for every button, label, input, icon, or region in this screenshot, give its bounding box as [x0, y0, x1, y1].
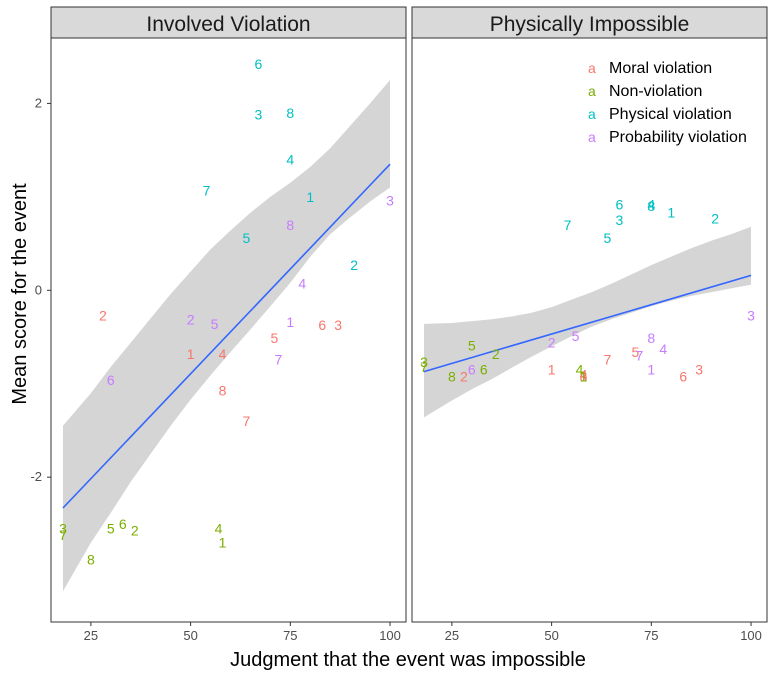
data-point-label: 6	[119, 516, 127, 532]
regression-line	[62, 163, 391, 509]
facet-strip	[411, 6, 768, 39]
data-point-label: 5	[107, 521, 115, 537]
data-point-label: 4	[286, 151, 294, 167]
data-point-label: 7	[604, 351, 612, 367]
data-point-label: 7	[203, 182, 211, 198]
data-point-label: 4	[298, 276, 306, 292]
panel-border	[50, 37, 407, 623]
data-point-label: 7	[564, 217, 572, 233]
data-point-label: 8	[580, 368, 588, 384]
data-point-label: 2	[99, 308, 107, 324]
legend-key: a	[588, 129, 596, 145]
data-point-label: 6	[318, 317, 326, 333]
data-point-label: 6	[480, 362, 488, 378]
data-point-label: 3	[420, 354, 428, 370]
data-point-label: 2	[492, 346, 500, 362]
data-point-label: 7	[243, 413, 251, 429]
data-point-label: 5	[468, 337, 476, 353]
facet-title: Physically Impossible	[490, 13, 690, 36]
data-point-label: 8	[286, 217, 294, 233]
data-point-label: 6	[616, 196, 624, 212]
x-tick-label: 25	[84, 628, 98, 643]
x-tick-label: 75	[283, 628, 297, 643]
legend-key: a	[588, 106, 596, 122]
data-point-label: 1	[187, 346, 195, 362]
data-point-label: 8	[87, 551, 95, 567]
data-point-label: 5	[270, 330, 278, 346]
data-point-label: 3	[334, 317, 342, 333]
data-point-label: 8	[448, 368, 456, 384]
data-point-label: 5	[211, 316, 219, 332]
data-point-label: 4	[215, 521, 223, 537]
data-point-label: 1	[219, 535, 227, 551]
data-point-label: 5	[572, 328, 580, 344]
legend-label: Probability violation	[609, 129, 747, 146]
x-tick-label: 100	[379, 628, 401, 643]
data-point-label: 5	[604, 230, 612, 246]
y-tick-label: -2	[30, 469, 42, 484]
y-tick-label: 0	[35, 282, 42, 297]
data-point-label: 7	[420, 359, 428, 375]
legend-key: a	[588, 60, 596, 76]
data-point-label: 6	[255, 56, 263, 72]
data-point-label: 8	[647, 198, 655, 214]
data-point-label: 6	[468, 362, 476, 378]
data-point-label: 6	[107, 372, 115, 388]
data-point-label: 5	[631, 344, 639, 360]
legend-label: Moral violation	[609, 60, 712, 77]
data-point-label: 3	[747, 308, 755, 324]
data-point-label: 4	[580, 366, 588, 382]
facet-title: Involved Violation	[146, 13, 310, 36]
data-point-label: 3	[695, 362, 703, 378]
data-point-label: 7	[59, 527, 67, 543]
data-point-label: 4	[659, 341, 667, 357]
legend-key: a	[588, 83, 596, 99]
x-axis-title: Judgment that the event was impossible	[230, 649, 586, 671]
data-point-label: 4	[576, 362, 584, 378]
data-point-label: 1	[667, 205, 675, 221]
data-point-label: 8	[286, 105, 294, 121]
panel-border	[411, 37, 768, 623]
data-point-label: 3	[59, 521, 67, 537]
data-point-label: 2	[711, 210, 719, 226]
data-point-label: 1	[548, 362, 556, 378]
data-point-label: 3	[386, 193, 394, 209]
data-point-label: 4	[647, 196, 655, 212]
y-axis-title: Mean score for the event	[9, 183, 31, 405]
data-point-label: 2	[460, 368, 468, 384]
data-point-label: 1	[286, 314, 294, 330]
x-tick-label: 75	[644, 628, 658, 643]
data-point-label: 2	[187, 311, 195, 327]
x-tick-label: 25	[445, 628, 459, 643]
regression-line	[423, 274, 752, 373]
data-point-label: 3	[255, 107, 263, 123]
data-point-label: 3	[616, 212, 624, 228]
confidence-ribbon	[424, 226, 751, 418]
legend-label: Physical violation	[609, 106, 732, 123]
data-point-label: 6	[679, 368, 687, 384]
data-point-label: 8	[219, 382, 227, 398]
y-tick-label: 2	[35, 95, 42, 110]
data-point-label: 7	[635, 348, 643, 364]
data-point-label: 7	[274, 351, 282, 367]
data-point-label: 4	[219, 346, 227, 362]
data-point-label: 2	[131, 522, 139, 538]
data-point-label: 2	[548, 335, 556, 351]
data-point-label: 8	[647, 330, 655, 346]
x-tick-label: 50	[544, 628, 558, 643]
data-point-label: 5	[243, 230, 251, 246]
facet-strip	[50, 6, 407, 39]
x-tick-label: 50	[183, 628, 197, 643]
data-point-label: 1	[647, 362, 655, 378]
legend-label: Non-violation	[609, 83, 702, 100]
data-point-label: 2	[350, 257, 358, 273]
data-point-label: 1	[306, 189, 314, 205]
legend: a Moral violation a Non-violation a Physical …	[588, 60, 747, 146]
data-point-label: 1	[580, 368, 588, 384]
x-tick-label: 100	[740, 628, 762, 643]
